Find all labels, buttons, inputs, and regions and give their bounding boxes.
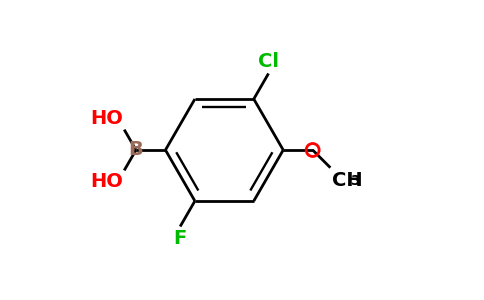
Text: HO: HO xyxy=(90,109,123,128)
Text: HO: HO xyxy=(90,172,123,191)
Text: Cl: Cl xyxy=(258,52,279,71)
Text: CH: CH xyxy=(332,171,363,190)
Text: F: F xyxy=(174,229,187,248)
Text: 3: 3 xyxy=(350,174,360,188)
Text: B: B xyxy=(129,140,143,160)
